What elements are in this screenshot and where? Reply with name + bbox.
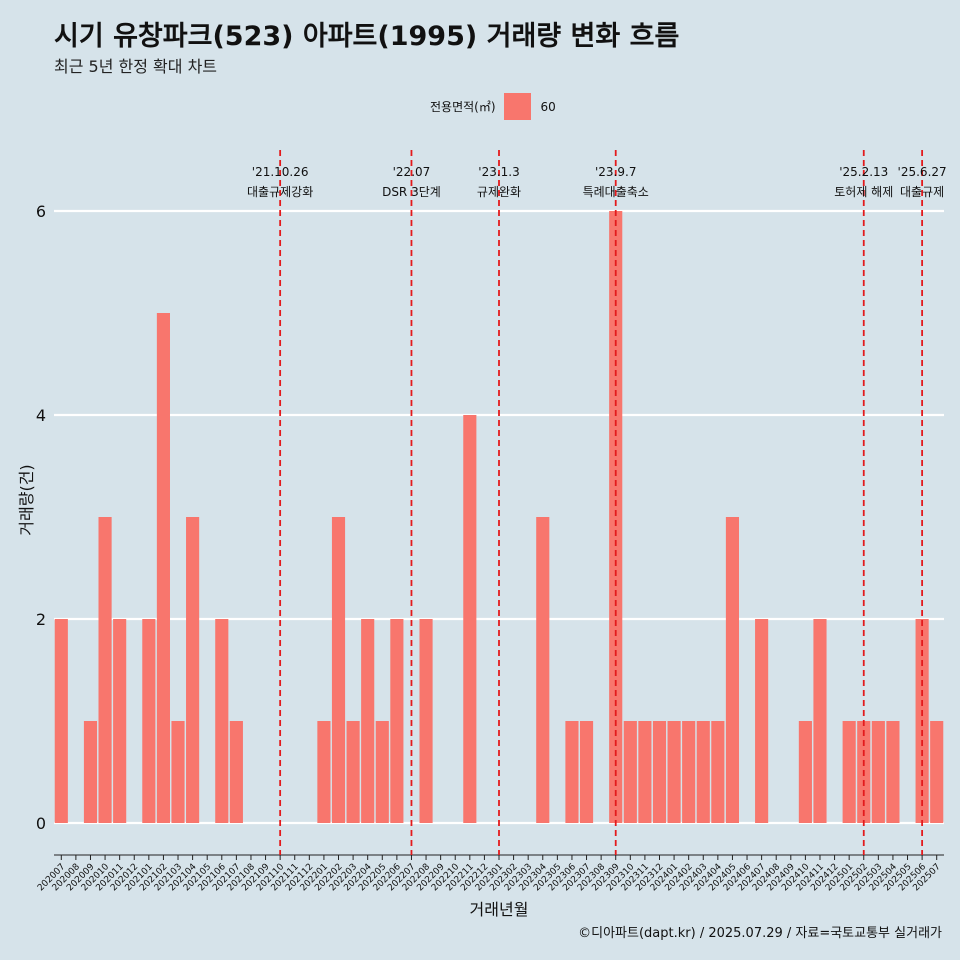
event-label: 토허제 해제 — [834, 185, 893, 199]
bar — [652, 721, 667, 823]
bar — [638, 721, 652, 823]
bar — [623, 721, 637, 823]
event-date: '23.1.3 — [478, 165, 519, 179]
event-date: '21.10.26 — [252, 165, 309, 179]
bar — [813, 619, 827, 823]
bar — [215, 619, 229, 823]
event-label: 대출규제강화 — [247, 185, 313, 199]
bar — [711, 721, 725, 823]
y-tick-label: 6 — [36, 202, 46, 221]
bar — [317, 721, 331, 823]
legend-swatch — [503, 93, 531, 120]
bar — [871, 721, 885, 823]
bar — [98, 517, 112, 823]
bar — [798, 721, 812, 823]
bar — [390, 619, 404, 823]
bar — [186, 517, 200, 823]
bar — [667, 721, 681, 823]
event-label: 규제완화 — [477, 185, 521, 199]
bar — [696, 721, 710, 823]
bar — [930, 721, 944, 823]
bar — [156, 313, 170, 823]
legend: 전용면적(㎡) 60 — [430, 93, 556, 120]
event-label: DSR 3단계 — [382, 185, 441, 199]
bar — [171, 721, 185, 823]
event-label: 대출규제 — [900, 185, 944, 199]
bar — [229, 721, 243, 823]
event-date: '22.07 — [393, 165, 431, 179]
bar — [886, 721, 900, 823]
event-date: '23.9.7 — [595, 165, 636, 179]
bar — [331, 517, 346, 823]
bar — [113, 619, 127, 823]
bar — [579, 721, 594, 823]
bar — [375, 721, 389, 823]
bar — [419, 619, 433, 823]
x-axis-title: 거래년월 — [470, 900, 529, 919]
y-tick-label: 2 — [36, 610, 46, 629]
chart-subtitle: 최근 5년 한정 확대 차트 — [54, 57, 218, 76]
bar — [54, 619, 68, 823]
legend-title: 전용면적(㎡) — [430, 100, 496, 114]
legend-label: 60 — [540, 99, 556, 114]
bar — [682, 721, 696, 823]
bar — [142, 619, 156, 823]
bar — [565, 721, 579, 823]
chart-title: 시기 유창파크(523) 아파트(1995) 거래량 변화 흐름 — [54, 21, 680, 52]
bar — [83, 721, 98, 823]
y-axis-title: 거래량(건) — [17, 464, 36, 535]
event-date: '25.6.27 — [898, 165, 947, 179]
bar — [842, 721, 856, 823]
bar — [536, 517, 550, 823]
event-date: '25.2.13 — [839, 165, 888, 179]
event-label: 특례대출축소 — [583, 185, 649, 199]
bar — [755, 619, 769, 823]
y-tick-label: 0 — [36, 814, 46, 833]
bar — [725, 517, 740, 823]
chart-caption: ©디아파트(dapt.kr) / 2025.07.29 / 자료=국토교통부 실… — [578, 926, 942, 941]
bar — [463, 415, 477, 823]
y-tick-label: 4 — [36, 406, 46, 425]
bar — [361, 619, 375, 823]
bar — [346, 721, 360, 823]
bar — [609, 211, 623, 823]
